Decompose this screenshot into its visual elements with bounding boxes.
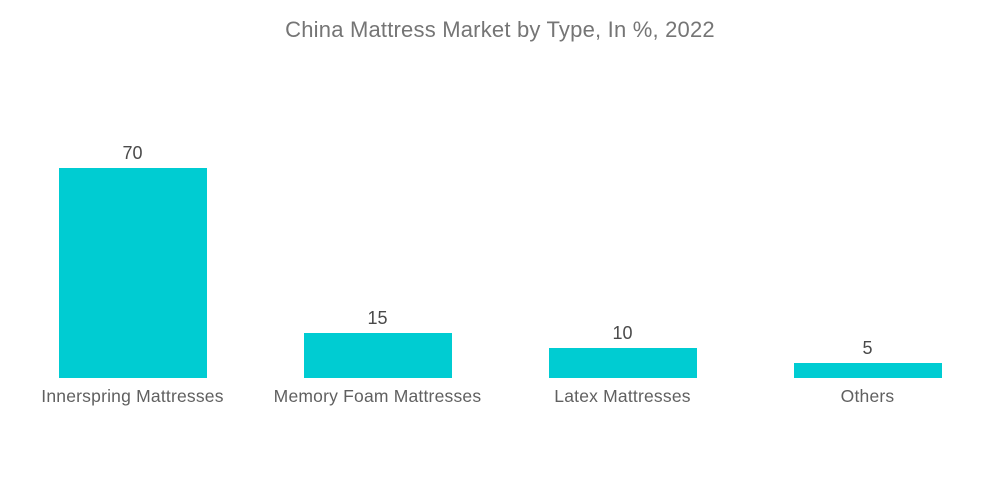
bar-group: 15 — [255, 138, 500, 378]
bar-group: 5 — [745, 138, 990, 378]
bar — [793, 363, 942, 378]
plot-area: 70 15 10 5 — [10, 138, 990, 378]
bar-group: 10 — [500, 138, 745, 378]
category-label: Innerspring Mattresses — [41, 386, 224, 406]
bar — [58, 168, 207, 378]
bar-value-label: 10 — [612, 323, 633, 343]
bar-value-label: 5 — [862, 338, 873, 358]
category-axis: Innerspring Mattresses Memory Foam Mattre… — [10, 386, 990, 407]
category-label: Latex Mattresses — [554, 386, 691, 406]
bar-value-label: 70 — [122, 143, 143, 163]
bar — [548, 348, 697, 378]
category-label: Others — [840, 386, 895, 406]
bar — [303, 333, 452, 378]
bar-value-label: 15 — [367, 308, 388, 328]
bar-group: 70 — [10, 138, 255, 378]
chart-title: China Mattress Market by Type, In %, 202… — [285, 17, 715, 42]
category-label: Memory Foam Mattresses — [273, 386, 482, 406]
